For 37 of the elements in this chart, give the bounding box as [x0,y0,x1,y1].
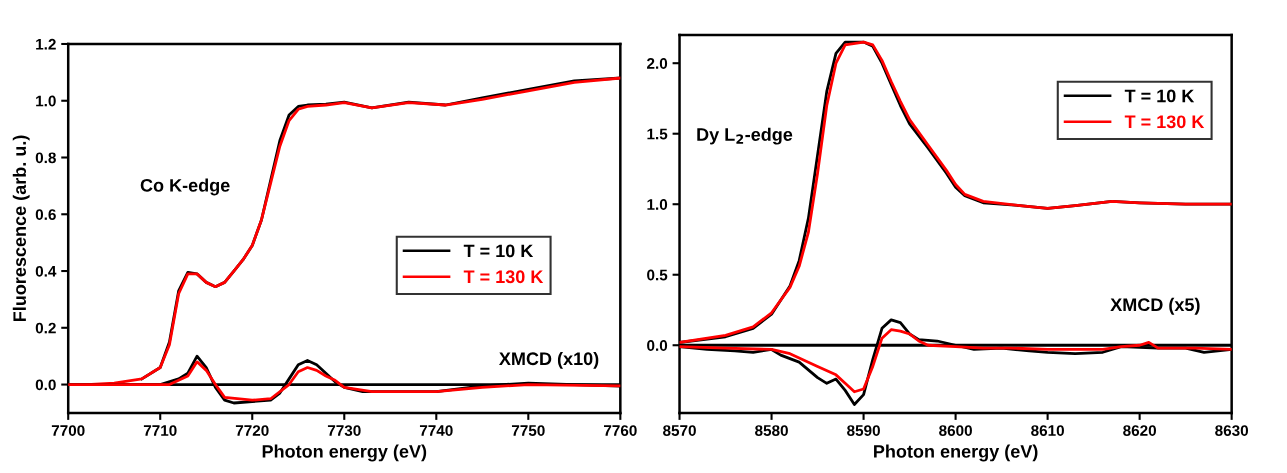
x-tick-label: 8610 [1031,425,1064,436]
y-tick-label: 0.6 [35,209,56,220]
y-tick-label: 0.8 [35,152,56,164]
y-axis-title: Fluorescence (arb. u.) [12,135,30,322]
legend-label: T = 130 K [1124,115,1205,129]
x-tick-label: 7730 [327,425,361,436]
x-tick-label: 8620 [1123,425,1157,436]
annotation: XMCD (x5) [1110,297,1200,315]
y-tick-label: 1.0 [647,199,668,210]
legend-label: T = 130 K [463,270,544,284]
annotation: Dy L$_{2}$-edge [697,127,793,145]
legend-label: T = 10 K [463,244,534,258]
x-axis-title: Photon energy (eV) [874,444,1038,462]
x-tick-label: 7720 [235,425,269,436]
y-tick-label: 0.5 [647,269,668,281]
legend-label: T = 10 K [1124,89,1195,103]
y-tick-label: 0.0 [35,379,56,391]
x-tick-label: 8590 [847,425,880,436]
x-tick-label: 7700 [51,425,85,436]
y-tick-label: 2.0 [647,58,668,69]
x-tick-label: 8600 [939,425,972,436]
x-tick-label: 7750 [511,425,545,436]
annotation: XMCD (x10) [499,351,599,369]
x-tick-label: 7740 [419,425,453,436]
y-tick-label: 1.2 [36,38,56,50]
x-axis-title: Photon energy (eV) [262,444,427,462]
x-tick-label: 7760 [604,425,637,436]
y-tick-label: 1.5 [647,128,668,140]
x-tick-label: 7710 [143,425,177,436]
annotation: Co K-edge [140,178,230,196]
y-tick-label: 1.0 [36,95,56,107]
y-tick-label: 0.4 [35,265,57,277]
x-tick-label: 8570 [663,425,696,436]
x-tick-label: 8630 [1215,425,1249,436]
y-tick-label: 0.0 [647,340,668,351]
x-tick-label: 8580 [755,425,788,436]
y-tick-label: 0.2 [35,322,56,334]
